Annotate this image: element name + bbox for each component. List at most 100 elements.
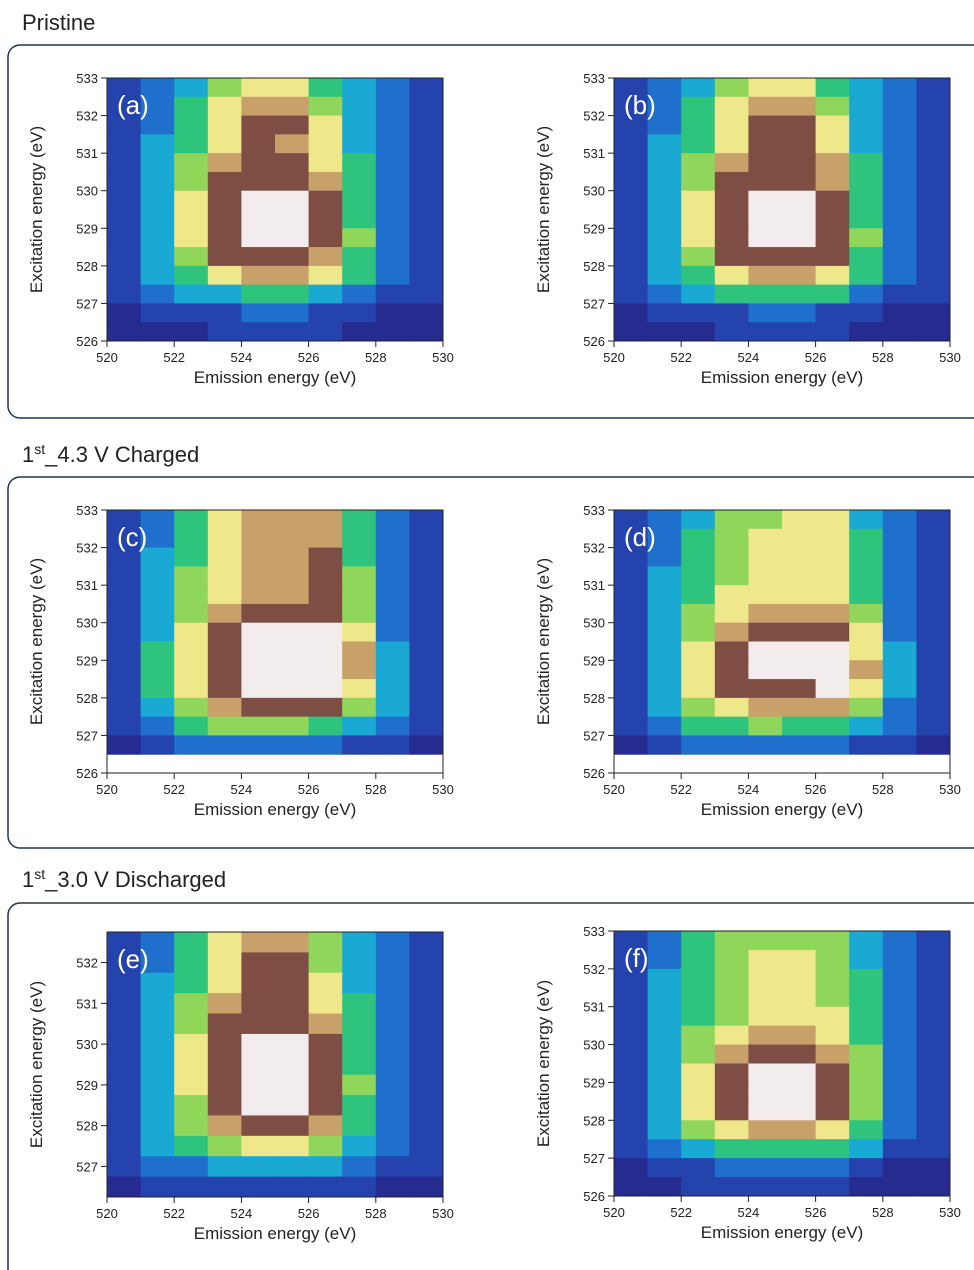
- heat-cell: [241, 603, 276, 624]
- heat-cell: [849, 265, 884, 286]
- heat-cell: [782, 510, 817, 530]
- heat-cell: [174, 228, 209, 248]
- heat-cell: [275, 735, 310, 755]
- heat-cell: [614, 660, 649, 680]
- heat-cell: [308, 1095, 343, 1116]
- heat-cell: [107, 603, 142, 624]
- heat-cell: [748, 528, 783, 549]
- y-tick-label: 526: [76, 766, 98, 781]
- heat-cell: [241, 1013, 276, 1035]
- heat-cell: [681, 528, 716, 549]
- heat-cell: [275, 972, 310, 994]
- heat-cell: [241, 697, 276, 718]
- heat-cell: [647, 209, 682, 229]
- heat-cell: [207, 697, 242, 718]
- heat-cell: [140, 585, 175, 605]
- heat-cell: [681, 96, 716, 117]
- heat-cell: [241, 303, 276, 323]
- heat-cell: [140, 153, 175, 173]
- heat-cell: [174, 528, 209, 549]
- y-tick-label: 533: [76, 71, 98, 86]
- heat-cell: [375, 622, 410, 642]
- heat-cell: [916, 115, 951, 135]
- heat-cell: [815, 528, 850, 549]
- heat-cell: [849, 697, 884, 718]
- heat-cell: [275, 547, 310, 567]
- heat-cell: [748, 1158, 783, 1178]
- heat-cell: [647, 153, 682, 173]
- heat-cell: [882, 603, 917, 624]
- panel-label: (d): [624, 522, 656, 552]
- heat-cell: [409, 153, 444, 173]
- x-tick-label: 522: [670, 350, 692, 365]
- heat-cell: [614, 603, 649, 624]
- plot-frame: [613, 930, 951, 1197]
- heat-cell: [849, 735, 884, 755]
- x-tick-label: 524: [231, 350, 253, 365]
- heat-cell: [207, 972, 242, 994]
- heat-cell: [681, 1025, 716, 1046]
- heat-cell: [275, 78, 310, 98]
- y-tick-label: 527: [583, 296, 605, 311]
- y-tick-label: 528: [583, 1113, 605, 1128]
- heat-cell: [782, 968, 817, 989]
- heat-cell: [647, 1177, 682, 1197]
- heat-cell: [342, 1074, 377, 1096]
- y-axis-label: Excitation energy (eV): [534, 980, 553, 1147]
- heat-cell: [916, 716, 951, 736]
- heat-cell: [714, 1139, 749, 1159]
- heat-cell: [308, 1156, 343, 1178]
- heat-cell: [748, 228, 783, 248]
- heat-cell: [241, 528, 276, 549]
- heat-cell: [815, 247, 850, 267]
- heat-cell: [241, 566, 276, 586]
- heat-cell: [140, 1176, 175, 1198]
- x-tick-label: 520: [603, 350, 625, 365]
- heat-cell: [681, 641, 716, 661]
- heat-cell: [849, 968, 884, 989]
- x-tick-label: 530: [432, 350, 454, 365]
- heat-cell: [849, 1177, 884, 1197]
- heat-cell: [748, 303, 783, 323]
- heat-cell: [815, 209, 850, 229]
- heat-cell: [375, 585, 410, 605]
- heat-cell: [815, 322, 850, 342]
- heat-cell: [207, 228, 242, 248]
- heat-cell: [275, 303, 310, 323]
- heat-cell: [916, 247, 951, 267]
- heat-cell: [714, 641, 749, 661]
- heat-cell: [614, 528, 649, 549]
- heat-cell: [815, 1101, 850, 1121]
- plot-frame: [613, 77, 951, 342]
- heat-cell: [174, 1176, 209, 1198]
- heat-cell: [882, 716, 917, 736]
- heat-cell: [714, 735, 749, 755]
- heat-cell: [342, 547, 377, 567]
- heat-cell: [714, 134, 749, 154]
- heat-cell: [748, 1101, 783, 1121]
- heat-cell: [681, 660, 716, 680]
- heat-cell: [241, 1156, 276, 1178]
- heat-cell: [849, 115, 884, 135]
- heat-cell: [882, 1177, 917, 1197]
- x-tick-label: 530: [432, 1206, 454, 1221]
- heat-cell: [409, 641, 444, 661]
- heat-cell: [174, 1013, 209, 1035]
- heat-cell: [916, 679, 951, 699]
- heat-cell: [882, 247, 917, 267]
- heat-cell: [614, 322, 649, 342]
- heat-cell: [140, 972, 175, 994]
- heat-cell: [849, 566, 884, 586]
- heat-cell: [107, 716, 142, 736]
- heat-cell: [714, 547, 749, 567]
- heat-cell: [207, 716, 242, 736]
- heat-cell: [614, 566, 649, 586]
- heat-cell: [849, 603, 884, 624]
- heat-cell: [614, 247, 649, 267]
- heat-cell: [308, 303, 343, 323]
- heat-cell: [916, 968, 951, 989]
- heat-cell: [275, 171, 310, 192]
- heat-cell: [409, 679, 444, 699]
- heat-cell: [174, 932, 209, 953]
- heat-cell: [207, 528, 242, 549]
